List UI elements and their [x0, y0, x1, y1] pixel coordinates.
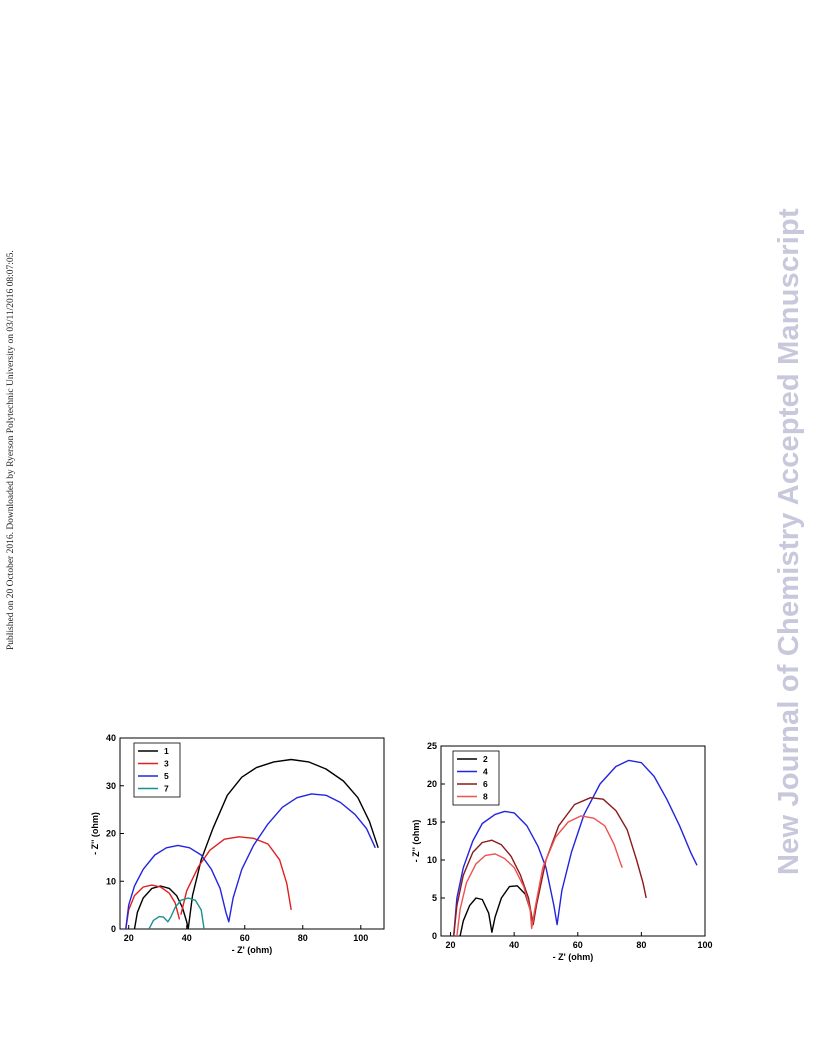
nyquist-plot-left: 20 40 60 80 100 0 10 20 30 40 - Z' (ohm) - Z'' (ohm…	[90, 733, 385, 955]
legend-label: 4	[483, 767, 488, 777]
y-axis-label: - Z'' (ohm)	[411, 820, 421, 863]
x-tick-label: 60	[240, 933, 250, 943]
series-line-7	[148, 897, 205, 929]
legend-label: 8	[483, 792, 488, 802]
series-line-2	[459, 885, 534, 936]
plot-frame	[440, 745, 706, 937]
series-line-8	[456, 815, 623, 936]
y-tick-label: 20	[427, 779, 437, 789]
nyquist-plot-right: 20 40 60 80 100 0 5 10 15 20 25 - Z' (ohm) - Z'' (oh…	[411, 741, 713, 962]
y-tick-label: 15	[427, 817, 437, 827]
y-tick-label: 25	[427, 741, 437, 751]
series-line-3	[180, 836, 292, 915]
y-tick-label: 20	[106, 829, 116, 839]
series-line-4	[453, 759, 698, 936]
series-line-5	[125, 793, 376, 929]
y-tick-label: 30	[106, 781, 116, 791]
x-tick-label: 20	[124, 933, 134, 943]
x-tick-label: 80	[636, 940, 646, 950]
legend-label: 3	[164, 759, 169, 769]
x-tick-label: 60	[573, 940, 583, 950]
legend-label: 2	[483, 754, 488, 764]
publication-note: Published on 20 October 2016. Downloaded…	[6, 250, 16, 650]
legend-label: 7	[164, 784, 169, 794]
x-tick-label: 40	[509, 940, 519, 950]
y-axis-label: - Z'' (ohm)	[90, 812, 100, 855]
y-tick-label: 10	[106, 876, 116, 886]
y-tick-label: 5	[432, 893, 437, 903]
y-tick-label: 40	[106, 733, 116, 743]
x-tick-label: 20	[446, 940, 456, 950]
y-tick-label: 0	[111, 924, 116, 934]
x-axis-label: - Z' (ohm)	[232, 945, 273, 955]
legend-label: 6	[483, 779, 488, 789]
legend-label: 1	[164, 746, 169, 756]
x-tick-label: 100	[697, 940, 712, 950]
x-axis-label: - Z' (ohm)	[553, 952, 594, 962]
x-tick-label: 100	[353, 933, 368, 943]
legend-label: 5	[164, 771, 169, 781]
series-line-3	[125, 884, 181, 929]
x-tick-label: 40	[182, 933, 192, 943]
series-line-6	[453, 797, 647, 936]
x-tick-label: 80	[298, 933, 308, 943]
journal-watermark: New Journal of Chemistry Accepted Manusc…	[773, 208, 805, 875]
y-tick-label: 0	[432, 931, 437, 941]
y-tick-label: 10	[427, 855, 437, 865]
